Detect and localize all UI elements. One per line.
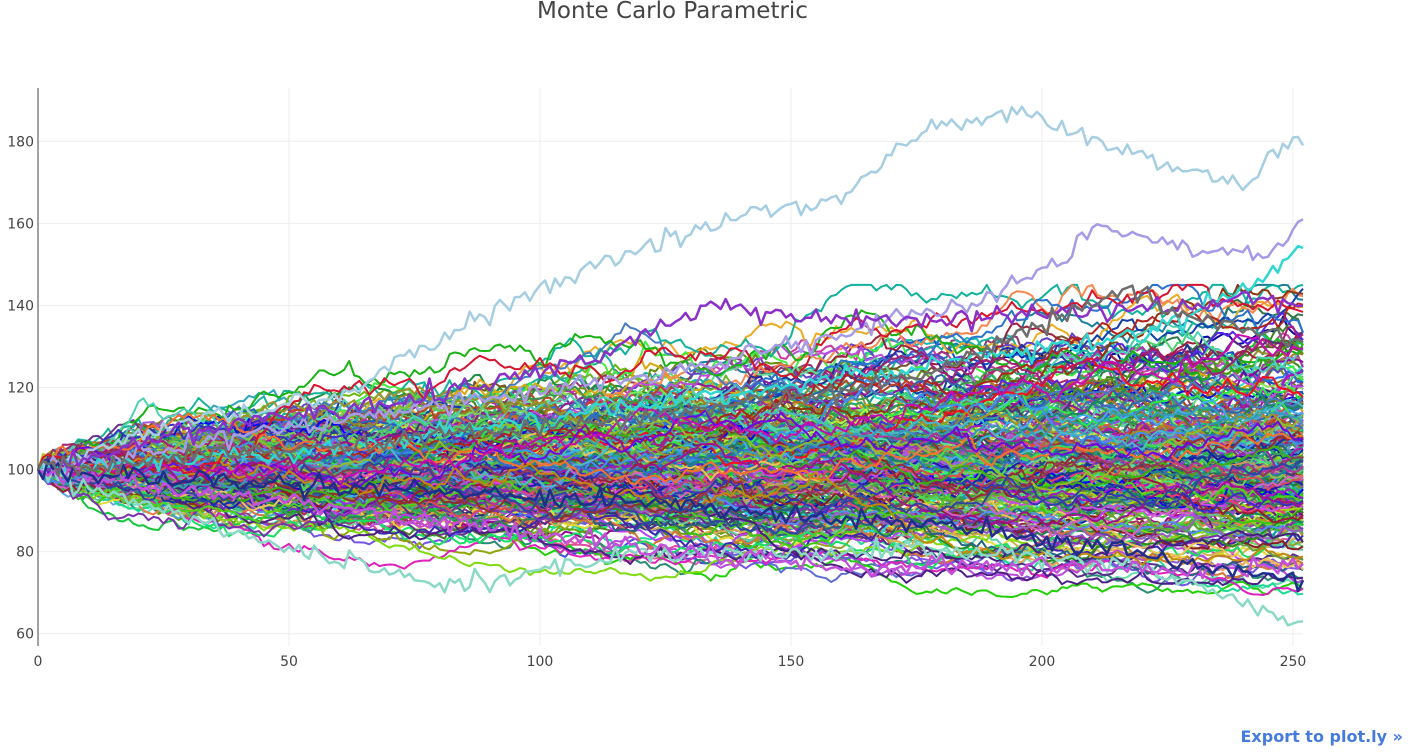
export-to-plotly-link[interactable]: Export to plot.ly »	[1240, 727, 1404, 746]
highlighted-path	[37, 218, 1304, 472]
simulated-path	[37, 412, 1303, 486]
simulated-path	[37, 431, 1304, 571]
y-tick-label: 180	[7, 134, 34, 150]
simulated-path	[37, 377, 1304, 484]
y-tick-label: 100	[7, 463, 34, 479]
x-tick-label: 150	[778, 654, 805, 670]
simulated-path	[37, 373, 1304, 511]
simulated-path	[37, 283, 1304, 477]
simulated-path	[37, 325, 1304, 472]
y-tick-label: 60	[16, 627, 34, 643]
simulated-path	[37, 468, 1304, 582]
highlighted-path	[36, 460, 1304, 627]
highlighted-path	[36, 284, 1304, 477]
simulated-path	[37, 322, 1304, 474]
simulated-path	[37, 432, 1304, 515]
simulated-path	[37, 452, 1304, 567]
x-tick-label: 50	[280, 654, 298, 670]
axes-layer: 60 80 100 120 140 160 180 0 50 100 150 200 250	[7, 88, 1306, 670]
x-tick-label: 100	[527, 654, 554, 670]
highlighted-path	[36, 458, 1305, 593]
highlighted-path	[37, 105, 1305, 472]
simulated-path	[37, 390, 1304, 496]
x-tick-label: 200	[1029, 654, 1056, 670]
simulated-path	[37, 409, 1304, 488]
simulated-path	[37, 423, 1304, 527]
x-tick-label: 250	[1280, 654, 1307, 670]
y-tick-label: 160	[7, 216, 34, 232]
simulated-path	[37, 460, 1304, 535]
y-tick-label: 120	[7, 381, 34, 397]
simulated-path	[37, 333, 1304, 491]
highlighted-path	[37, 466, 1304, 580]
paths-layer	[36, 105, 1305, 627]
chart-title: Monte Carlo Parametric	[537, 0, 808, 24]
y-tick-label: 140	[7, 298, 34, 314]
x-tick-label: 0	[34, 654, 43, 670]
y-tick-label: 80	[16, 545, 34, 561]
simulated-path	[37, 468, 1304, 596]
